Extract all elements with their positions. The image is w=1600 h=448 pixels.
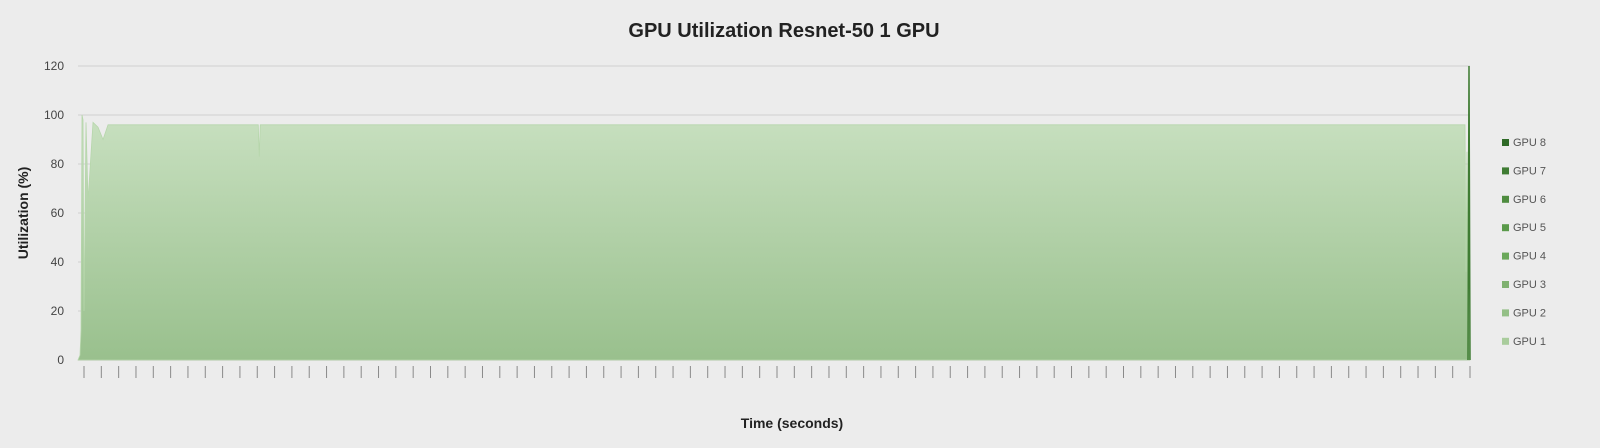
x-axis-title: Time (seconds) bbox=[741, 415, 843, 431]
legend-swatch bbox=[1502, 139, 1509, 146]
legend-label: GPU 1 bbox=[1513, 336, 1546, 348]
line-gpu-7 bbox=[1467, 65, 1471, 361]
legend-swatch bbox=[1502, 337, 1509, 345]
legend-label: GPU 3 bbox=[1513, 279, 1546, 291]
area-gpu-1 bbox=[77, 114, 1471, 361]
legend-swatch bbox=[1502, 224, 1509, 232]
legend-label: GPU 7 bbox=[1513, 165, 1546, 177]
y-tick-label: 20 bbox=[51, 304, 65, 318]
y-tick-label: 0 bbox=[57, 353, 64, 367]
legend-swatch bbox=[1502, 252, 1509, 260]
y-tick-label: 120 bbox=[44, 59, 64, 73]
legend-swatch bbox=[1502, 309, 1509, 317]
y-tick-label: 40 bbox=[51, 255, 65, 269]
legend-swatch bbox=[1502, 167, 1509, 175]
legend-label: GPU 8 bbox=[1513, 137, 1546, 149]
legend-label: GPU 4 bbox=[1513, 251, 1546, 263]
legend-swatch bbox=[1502, 195, 1509, 203]
legend-label: GPU 5 bbox=[1513, 222, 1546, 234]
y-tick-label: 100 bbox=[44, 108, 64, 122]
chart-title: GPU Utilization Resnet-50 1 GPU bbox=[628, 20, 939, 42]
y-tick-label: 60 bbox=[51, 206, 65, 220]
legend-swatch bbox=[1502, 281, 1509, 288]
legend-label: GPU 6 bbox=[1513, 194, 1546, 206]
y-tick-label: 80 bbox=[51, 157, 65, 171]
y-axis-title: Utilization (%) bbox=[15, 167, 31, 260]
legend-label: GPU 2 bbox=[1513, 307, 1546, 319]
